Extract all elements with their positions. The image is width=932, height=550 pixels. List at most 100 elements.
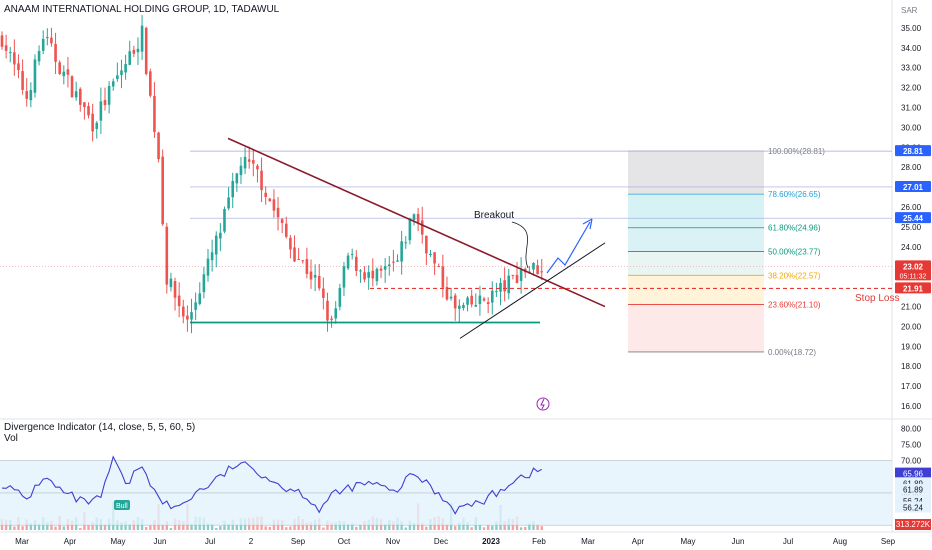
candle-body [210, 252, 214, 261]
candle-body [8, 52, 12, 54]
price-badge [895, 212, 931, 224]
candle-body [235, 173, 239, 184]
candle-body [58, 62, 61, 74]
candle-body [202, 274, 206, 293]
price-badge-label: 23.02 [903, 262, 924, 271]
volume-bar [128, 524, 131, 530]
candle-body [227, 197, 230, 209]
candle-body [396, 260, 399, 262]
candle-body [99, 101, 103, 121]
candle-body [342, 266, 346, 288]
time-tick-label: Sep [291, 537, 306, 546]
price-axis[interactable]: 35.0034.0033.0032.0031.0030.0029.0028.00… [895, 24, 931, 411]
time-tick-label: Dec [434, 537, 448, 546]
candle-body [338, 287, 342, 307]
candle-body [486, 302, 490, 305]
candle-body [74, 91, 78, 98]
volume-bar [351, 523, 354, 530]
candle-body [190, 312, 193, 320]
volume-bar [536, 524, 539, 530]
oscillator-badge [895, 495, 931, 507]
grid [0, 0, 932, 533]
projection-arrow-head [582, 218, 593, 230]
time-tick-label: Aug [833, 537, 847, 546]
oscillator-badge-label: 65.96 [903, 470, 924, 479]
oscillator-badge-label: 61.89 [903, 486, 924, 495]
time-tick-label: Feb [532, 537, 546, 546]
candle-body [453, 295, 457, 309]
drawing-lines[interactable] [190, 137, 892, 339]
volume-bar [421, 523, 424, 530]
fib-level-label: 0.00%(18.72) [768, 348, 816, 357]
oscillator-badge [895, 501, 931, 513]
fib-level-label: 61.80%(24.96) [768, 224, 821, 233]
volume-bar [322, 527, 325, 530]
candle-body [144, 27, 148, 75]
volume-bar [478, 524, 482, 530]
candle-body [346, 255, 350, 269]
volume-bar [383, 524, 387, 530]
candle-body [400, 241, 403, 262]
countdown-label: 05:11:32 [900, 273, 927, 280]
volume-bar [145, 526, 148, 530]
volume-bar [264, 526, 267, 530]
volume-bar [21, 526, 24, 530]
candle-body [124, 64, 127, 73]
candle-body [91, 113, 94, 132]
price-tick-label: 16.00 [901, 402, 922, 411]
projection-arrow [546, 221, 591, 274]
volume-bar [334, 522, 337, 530]
time-tick-label: Sep [881, 537, 896, 546]
volume-bar [182, 521, 185, 530]
price-tick-label: 26.00 [901, 203, 922, 212]
volume-badge [895, 519, 931, 530]
volume-badge-label: 313.272K [896, 520, 931, 529]
candle-body [301, 260, 305, 262]
time-tick-label: Mar [581, 537, 595, 546]
volume-bar [355, 526, 358, 530]
volume-bar [87, 525, 90, 530]
time-tick-label: Apr [64, 537, 77, 546]
price-tick-label: 17.00 [901, 382, 922, 391]
candle-body [458, 305, 461, 309]
volume-bar [79, 527, 82, 530]
volume-bar [206, 523, 210, 530]
oscillator-badge [895, 467, 931, 479]
candle-body [503, 280, 506, 292]
candle-body [46, 37, 49, 39]
candle-body [173, 281, 177, 298]
ascending-trendline [459, 242, 606, 339]
candle-body [186, 315, 189, 320]
volume-bar [342, 521, 346, 530]
volume-bar [285, 527, 288, 530]
fib-level-label: 23.60%(21.10) [768, 301, 821, 310]
fibonacci-retracement[interactable]: 100.00%(28.81) 78.60%(26.65) 61.80%(24.96)… [0, 147, 892, 357]
candle-body [511, 274, 515, 276]
candle-body [317, 275, 321, 289]
volume-bar [215, 527, 218, 530]
candle-body [445, 286, 449, 300]
volume-bar [466, 521, 469, 530]
candle-body [416, 214, 420, 223]
time-axis[interactable]: Mar Apr May Jun Jul 2 Sep Oct Nov Dec 2023 Feb Mar Ap… [15, 537, 896, 546]
volume-bar [392, 521, 395, 530]
price-tick-label: 25.00 [901, 223, 922, 232]
candle-body [470, 295, 473, 305]
oscillator-badge [895, 483, 931, 495]
price-badge [895, 180, 931, 192]
candle-body [429, 253, 432, 256]
candle-body [515, 274, 519, 284]
candle-body [214, 235, 218, 255]
fib-zone [628, 194, 764, 228]
alert-icon[interactable] [536, 397, 550, 411]
candle-body [165, 226, 169, 285]
volume-bar [62, 526, 65, 530]
candle-body [231, 180, 235, 198]
fib-level-label: 100.00%(28.81) [768, 147, 825, 156]
time-tick-label: Oct [338, 537, 351, 546]
volume-bar [161, 525, 164, 530]
oscillator-line [1, 455, 542, 515]
time-tick-label: 2023 [482, 537, 500, 546]
volume-bar [103, 525, 107, 530]
